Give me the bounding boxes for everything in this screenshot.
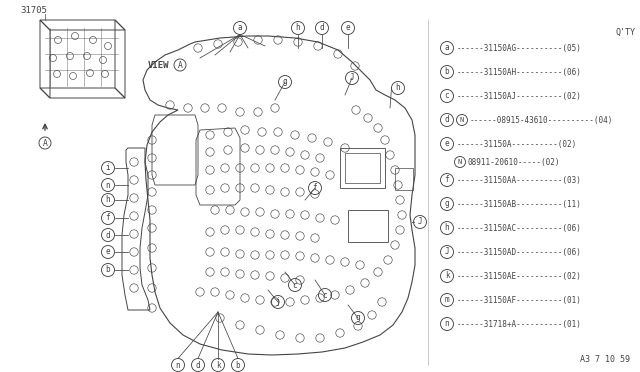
Text: A: A (43, 138, 47, 148)
Text: A3 7 10 59: A3 7 10 59 (580, 356, 630, 365)
Text: a: a (445, 44, 449, 52)
Text: ------31150AF----------(01): ------31150AF----------(01) (457, 295, 582, 305)
Text: d: d (106, 231, 110, 240)
Text: ------31718+A----------(01): ------31718+A----------(01) (457, 320, 582, 328)
Text: J: J (445, 247, 449, 257)
Text: f: f (313, 183, 317, 192)
Text: A: A (177, 61, 182, 70)
Text: N: N (460, 117, 464, 123)
Text: n: n (176, 360, 180, 369)
Text: ------31150A----------(02): ------31150A----------(02) (457, 140, 577, 148)
Text: c: c (445, 92, 449, 100)
Text: 31705: 31705 (20, 6, 47, 15)
Text: j: j (276, 298, 280, 307)
Text: J: J (418, 218, 422, 227)
Bar (395, 168, 413, 190)
Text: c: c (323, 291, 327, 299)
Bar (340, 148, 385, 188)
Text: n: n (445, 320, 449, 328)
Text: Q'TY: Q'TY (615, 28, 635, 36)
Text: b: b (106, 266, 110, 275)
Text: m: m (445, 295, 449, 305)
Text: n: n (106, 180, 110, 189)
Text: e: e (346, 23, 350, 32)
Bar (345, 153, 380, 183)
Text: VIEW: VIEW (148, 61, 170, 70)
Text: d: d (445, 115, 449, 125)
Text: f: f (106, 214, 110, 222)
Text: e: e (106, 247, 110, 257)
Text: g: g (283, 77, 287, 87)
Text: c: c (292, 280, 298, 289)
Text: d: d (196, 360, 200, 369)
Text: h: h (396, 83, 400, 93)
Bar (348, 210, 388, 242)
Text: h: h (445, 224, 449, 232)
Text: N: N (458, 159, 462, 165)
Text: ------31150AC----------(06): ------31150AC----------(06) (457, 224, 582, 232)
Text: ------31150AB----------(11): ------31150AB----------(11) (457, 199, 582, 208)
Text: a: a (237, 23, 243, 32)
Text: ------31150AJ----------(02): ------31150AJ----------(02) (457, 92, 582, 100)
Text: ------08915-43610----------(04): ------08915-43610----------(04) (470, 115, 613, 125)
Text: ------31150AG----------(05): ------31150AG----------(05) (457, 44, 582, 52)
Text: k: k (216, 360, 220, 369)
Text: ------31150AA----------(03): ------31150AA----------(03) (457, 176, 582, 185)
Text: d: d (320, 23, 324, 32)
Text: b: b (236, 360, 240, 369)
Text: J: J (349, 74, 355, 83)
Text: i: i (106, 164, 110, 173)
Text: b: b (445, 67, 449, 77)
Text: f: f (445, 176, 449, 185)
Text: k: k (445, 272, 449, 280)
Text: h: h (106, 196, 110, 205)
Text: g: g (356, 314, 360, 323)
Text: g: g (445, 199, 449, 208)
Text: ------31150AD----------(06): ------31150AD----------(06) (457, 247, 582, 257)
Text: e: e (445, 140, 449, 148)
Text: 08911-20610-----(02): 08911-20610-----(02) (468, 157, 561, 167)
Text: h: h (296, 23, 300, 32)
Text: ------31150AH----------(06): ------31150AH----------(06) (457, 67, 582, 77)
Text: ------31150AE----------(02): ------31150AE----------(02) (457, 272, 582, 280)
